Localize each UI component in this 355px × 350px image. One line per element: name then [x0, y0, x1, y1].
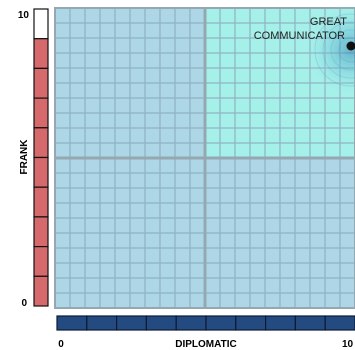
x-scale-segment: [87, 316, 117, 330]
y-scale-segment: [34, 187, 48, 217]
y-scale-segment: [34, 68, 48, 98]
x-scale-segment: [295, 316, 325, 330]
y-scale-segment: [34, 9, 48, 39]
x-scale-segment: [176, 316, 206, 330]
x-axis-max-label: 10: [342, 339, 354, 350]
point-label-line2: COMMUNICATOR: [254, 30, 345, 42]
y-scale-segment: [34, 217, 48, 247]
x-scale-segment: [146, 316, 176, 330]
x-scale-segment: [206, 316, 236, 330]
x-scale-segment: [325, 316, 355, 330]
x-scale-segment: [236, 316, 266, 330]
y-scale-segment: [34, 98, 48, 128]
y-axis-scale-bar: [34, 9, 48, 306]
y-scale-segment: [34, 158, 48, 188]
y-scale-segment: [34, 276, 48, 306]
y-axis-title: FRANK: [19, 139, 30, 175]
y-scale-segment: [34, 128, 48, 158]
y-axis-max-label: 10: [18, 10, 30, 21]
x-scale-segment: [57, 316, 87, 330]
y-axis-min-label: 0: [21, 298, 27, 309]
y-scale-segment: [34, 39, 48, 69]
x-axis-title: DIPLOMATIC: [175, 339, 236, 350]
x-axis-scale-bar: [57, 316, 355, 330]
x-scale-segment: [266, 316, 296, 330]
x-axis-min-label: 0: [58, 339, 64, 350]
point-label-line1: GREAT: [310, 16, 347, 28]
x-scale-segment: [117, 316, 147, 330]
y-scale-segment: [34, 247, 48, 277]
